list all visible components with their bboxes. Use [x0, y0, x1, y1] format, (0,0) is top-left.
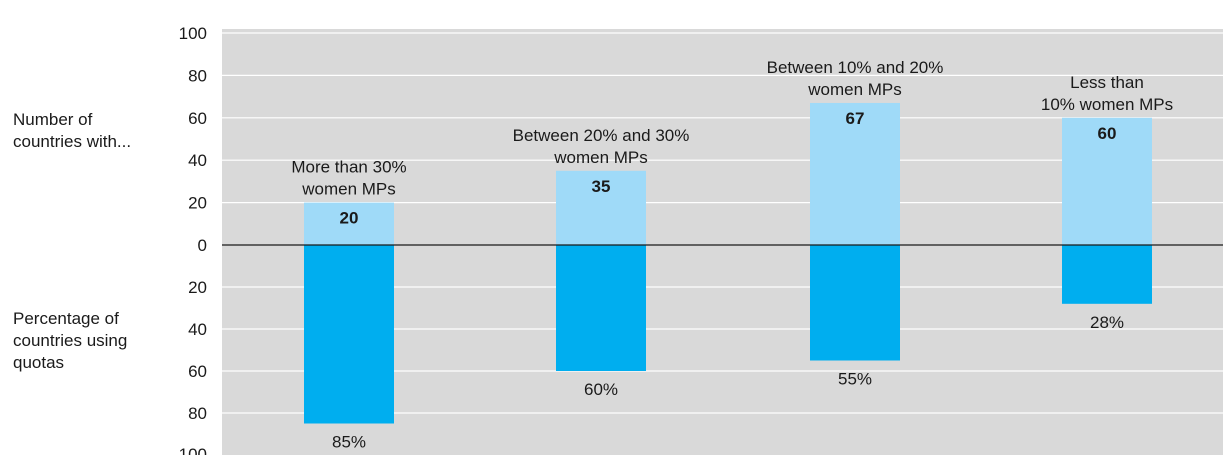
category-label-2-line-1: Between 20% and 30%: [513, 126, 690, 145]
category-label-2-line-2: women MPs: [553, 148, 648, 167]
top-axis-label: Number of countries with...: [13, 109, 131, 153]
y-tick-bottom-40: 40: [188, 320, 207, 339]
bottom-axis-label-line-1: Percentage of: [13, 309, 119, 328]
top-axis-label-line-2: countries with...: [13, 132, 132, 151]
y-tick-top-20: 20: [188, 194, 207, 213]
bar-top-2: [556, 170, 646, 245]
y-tick-top-60: 60: [188, 109, 207, 128]
top-value-label-2: 35: [592, 177, 611, 196]
bottom-axis-label-line-3: quotas: [13, 353, 65, 372]
y-tick-top-40: 40: [188, 151, 207, 170]
y-tick-bottom-80: 80: [188, 404, 207, 423]
y-tick-bottom-60: 60: [188, 362, 207, 381]
y-tick-top-100: 100: [179, 24, 207, 43]
category-label-4-line-2: 10% women MPs: [1041, 95, 1173, 114]
bottom-value-label-1: 85%: [332, 433, 366, 452]
top-value-label-4: 60: [1098, 124, 1117, 143]
bar-bottom-1: [304, 245, 394, 424]
category-label-3-line-1: Between 10% and 20%: [767, 58, 944, 77]
y-tick-zero: 0: [198, 236, 207, 255]
bar-top-4: [1062, 117, 1152, 245]
bottom-value-label-4: 28%: [1090, 313, 1124, 332]
bottom-axis-label-line-2: countries using: [13, 331, 128, 350]
bar-bottom-2: [556, 245, 646, 371]
y-tick-bottom-20: 20: [188, 278, 207, 297]
bar-top-3: [810, 102, 900, 246]
y-tick-bottom-100: 100: [179, 445, 207, 455]
top-value-label-3: 67: [846, 109, 865, 128]
bar-bottom-4: [1062, 245, 1152, 304]
bottom-value-label-3: 55%: [838, 370, 872, 389]
y-tick-top-80: 80: [188, 66, 207, 85]
category-label-1-line-2: women MPs: [301, 180, 396, 199]
top-value-label-1: 20: [340, 209, 359, 228]
top-axis-label-line-1: Number of: [13, 110, 93, 129]
bottom-axis-label: Percentage of countries using quotas: [13, 308, 127, 374]
bar-bottom-3: [810, 245, 900, 361]
bottom-value-label-2: 60%: [584, 380, 618, 399]
category-label-1-line-1: More than 30%: [291, 158, 406, 177]
category-label-3-line-2: women MPs: [807, 80, 902, 99]
category-label-4-line-1: Less than: [1070, 73, 1144, 92]
bar-top-1: [304, 202, 394, 245]
